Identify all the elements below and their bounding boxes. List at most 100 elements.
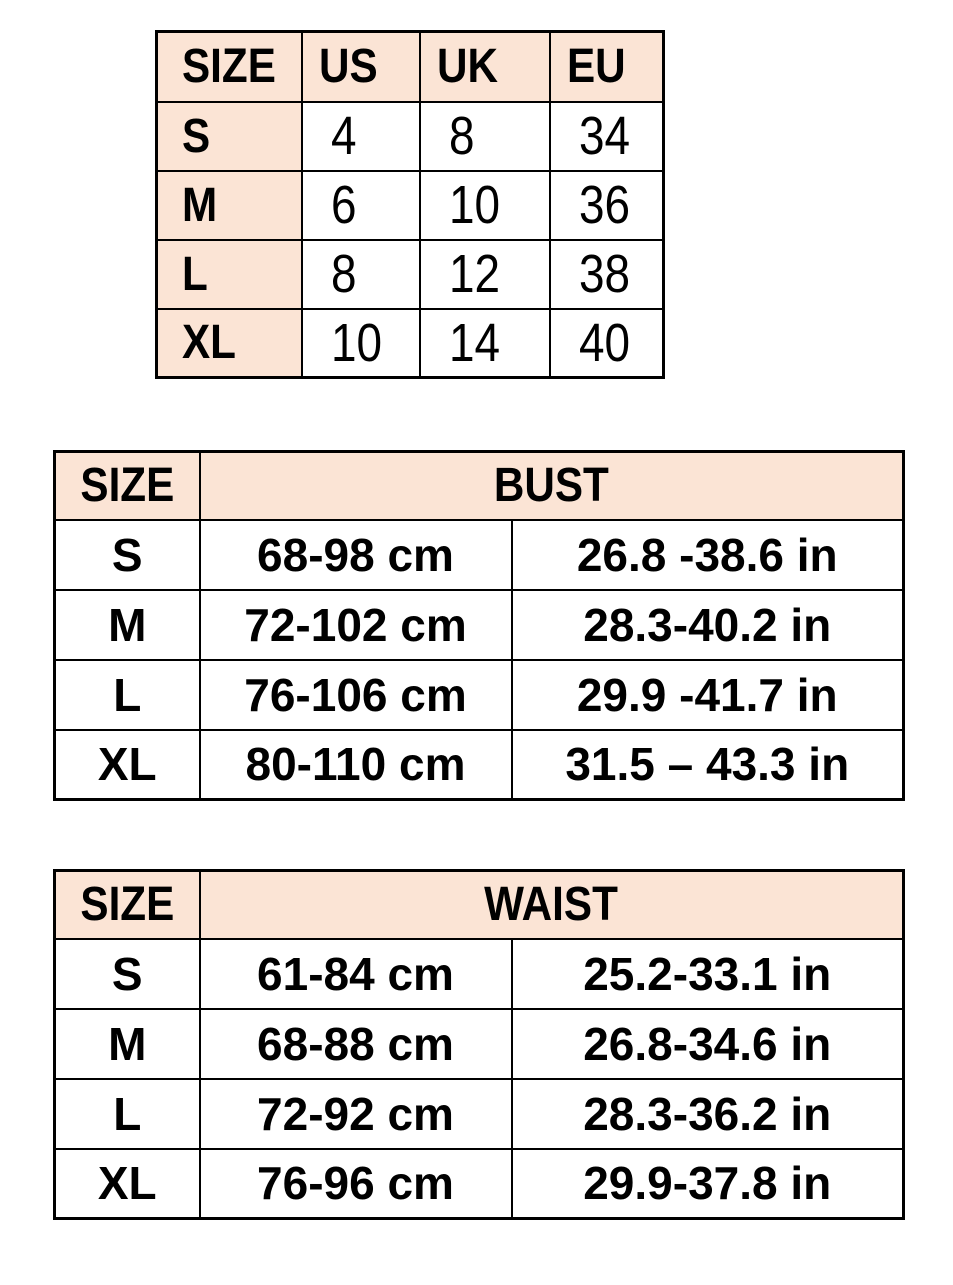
eu-cell: 34 <box>548 100 665 172</box>
table-row: M 68-88 cm 26.8-34.6 in <box>53 1007 905 1080</box>
inches-value: 28.3-40.2 in <box>583 598 832 651</box>
eu-value: 40 <box>578 312 630 373</box>
eu-cell: 36 <box>548 169 665 241</box>
cm-value: 72-102 cm <box>244 598 467 651</box>
size-label: XL <box>97 1157 157 1210</box>
size-label: XL <box>182 316 236 370</box>
uk-value: 12 <box>448 244 500 304</box>
cm-value: 68-98 cm <box>257 528 454 581</box>
cm-value: 80-110 cm <box>245 738 466 791</box>
size-cell: S <box>53 518 201 591</box>
inches-cell: 26.8-34.6 in <box>510 1007 905 1080</box>
table-row: L 76-106 cm 29.9 -41.7 in <box>53 658 905 731</box>
header-bust-label: BUST <box>493 459 609 513</box>
us-cell: 6 <box>300 169 421 241</box>
header-us: US <box>300 30 421 103</box>
cm-value: 76-106 cm <box>244 668 467 721</box>
inches-value: 29.9 -41.7 in <box>576 668 838 721</box>
inches-cell: 25.2-33.1 in <box>510 937 905 1010</box>
size-label: L <box>113 668 142 721</box>
uk-cell: 14 <box>418 307 551 379</box>
table-header-row: SIZE BUST <box>53 450 905 521</box>
header-size-label: SIZE <box>80 459 175 513</box>
cm-value: 61-84 cm <box>257 947 454 1000</box>
header-waist-label: WAIST <box>484 878 619 932</box>
inches-value: 26.8-34.6 in <box>583 1017 832 1070</box>
uk-value: 14 <box>448 312 500 373</box>
header-uk-label: UK <box>436 40 498 94</box>
inches-value: 26.8 -38.6 in <box>576 528 838 581</box>
header-bust: BUST <box>198 450 905 521</box>
table-row: S 4 8 34 <box>155 100 665 172</box>
header-waist: WAIST <box>198 869 905 940</box>
inches-cell: 26.8 -38.6 in <box>510 518 905 591</box>
table-header-row: SIZE WAIST <box>53 869 905 940</box>
us-value: 8 <box>330 244 357 304</box>
header-size: SIZE <box>53 869 201 940</box>
eu-value: 34 <box>578 106 630 166</box>
table-row: XL 80-110 cm 31.5 – 43.3 in <box>53 728 905 801</box>
size-label: XL <box>97 738 157 791</box>
size-cell: L <box>155 238 303 310</box>
inches-cell: 29.9 -41.7 in <box>510 658 905 731</box>
table-row: L 72-92 cm 28.3-36.2 in <box>53 1077 905 1150</box>
uk-cell: 10 <box>418 169 551 241</box>
cm-value: 72-92 cm <box>257 1087 454 1140</box>
us-cell: 4 <box>300 100 421 172</box>
table-row: M 72-102 cm 28.3-40.2 in <box>53 588 905 661</box>
us-cell: 10 <box>300 307 421 379</box>
size-cell: L <box>53 1077 201 1150</box>
us-value: 10 <box>330 312 382 373</box>
cm-cell: 80-110 cm <box>198 728 513 801</box>
cm-cell: 76-96 cm <box>198 1147 513 1220</box>
uk-value: 8 <box>448 106 475 166</box>
cm-value: 76-96 cm <box>257 1157 454 1210</box>
inches-value: 31.5 – 43.3 in <box>565 738 850 791</box>
cm-value: 68-88 cm <box>257 1017 454 1070</box>
size-label: S <box>182 109 211 163</box>
cm-cell: 72-92 cm <box>198 1077 513 1150</box>
size-cell: L <box>53 658 201 731</box>
eu-cell: 38 <box>548 238 665 310</box>
eu-value: 38 <box>578 244 630 304</box>
cm-cell: 68-88 cm <box>198 1007 513 1080</box>
header-eu: EU <box>548 30 665 103</box>
header-size-label: SIZE <box>182 40 276 94</box>
size-label: L <box>113 1087 142 1140</box>
inches-cell: 29.9-37.8 in <box>510 1147 905 1220</box>
size-label: M <box>108 598 147 651</box>
uk-cell: 12 <box>418 238 551 310</box>
size-cell: XL <box>53 1147 201 1220</box>
size-label: M <box>182 178 218 232</box>
inches-cell: 28.3-40.2 in <box>510 588 905 661</box>
table-row: S 61-84 cm 25.2-33.1 in <box>53 937 905 1010</box>
size-cell: S <box>53 937 201 1010</box>
waist-table: SIZE WAIST S 61-84 cm 25.2-33.1 in M 68-… <box>53 869 905 1220</box>
size-cell: S <box>155 100 303 172</box>
inches-value: 29.9-37.8 in <box>583 1157 832 1210</box>
header-uk: UK <box>418 30 551 103</box>
size-label: M <box>108 1017 147 1070</box>
cm-cell: 68-98 cm <box>198 518 513 591</box>
header-us-label: US <box>318 40 378 94</box>
cm-cell: 61-84 cm <box>198 937 513 1010</box>
size-label: L <box>182 247 208 301</box>
cm-cell: 72-102 cm <box>198 588 513 661</box>
bust-table: SIZE BUST S 68-98 cm 26.8 -38.6 in M 72-… <box>53 450 906 801</box>
header-eu-label: EU <box>566 40 626 94</box>
us-value: 6 <box>330 175 357 235</box>
size-cell: XL <box>53 728 201 801</box>
inches-cell: 28.3-36.2 in <box>510 1077 905 1150</box>
uk-value: 10 <box>448 175 500 235</box>
size-label: S <box>111 528 143 581</box>
table-row: L 8 12 38 <box>155 238 665 310</box>
us-cell: 8 <box>300 238 421 310</box>
table-row: S 68-98 cm 26.8 -38.6 in <box>53 518 905 591</box>
inches-value: 28.3-36.2 in <box>583 1087 832 1140</box>
table-row: XL 76-96 cm 29.9-37.8 in <box>53 1147 905 1220</box>
uk-cell: 8 <box>418 100 551 172</box>
size-cell: M <box>53 1007 201 1080</box>
size-conversion-table: SIZE US UK EU S 4 8 34 M 6 10 36 L 8 12 … <box>155 30 665 379</box>
size-cell: M <box>53 588 201 661</box>
